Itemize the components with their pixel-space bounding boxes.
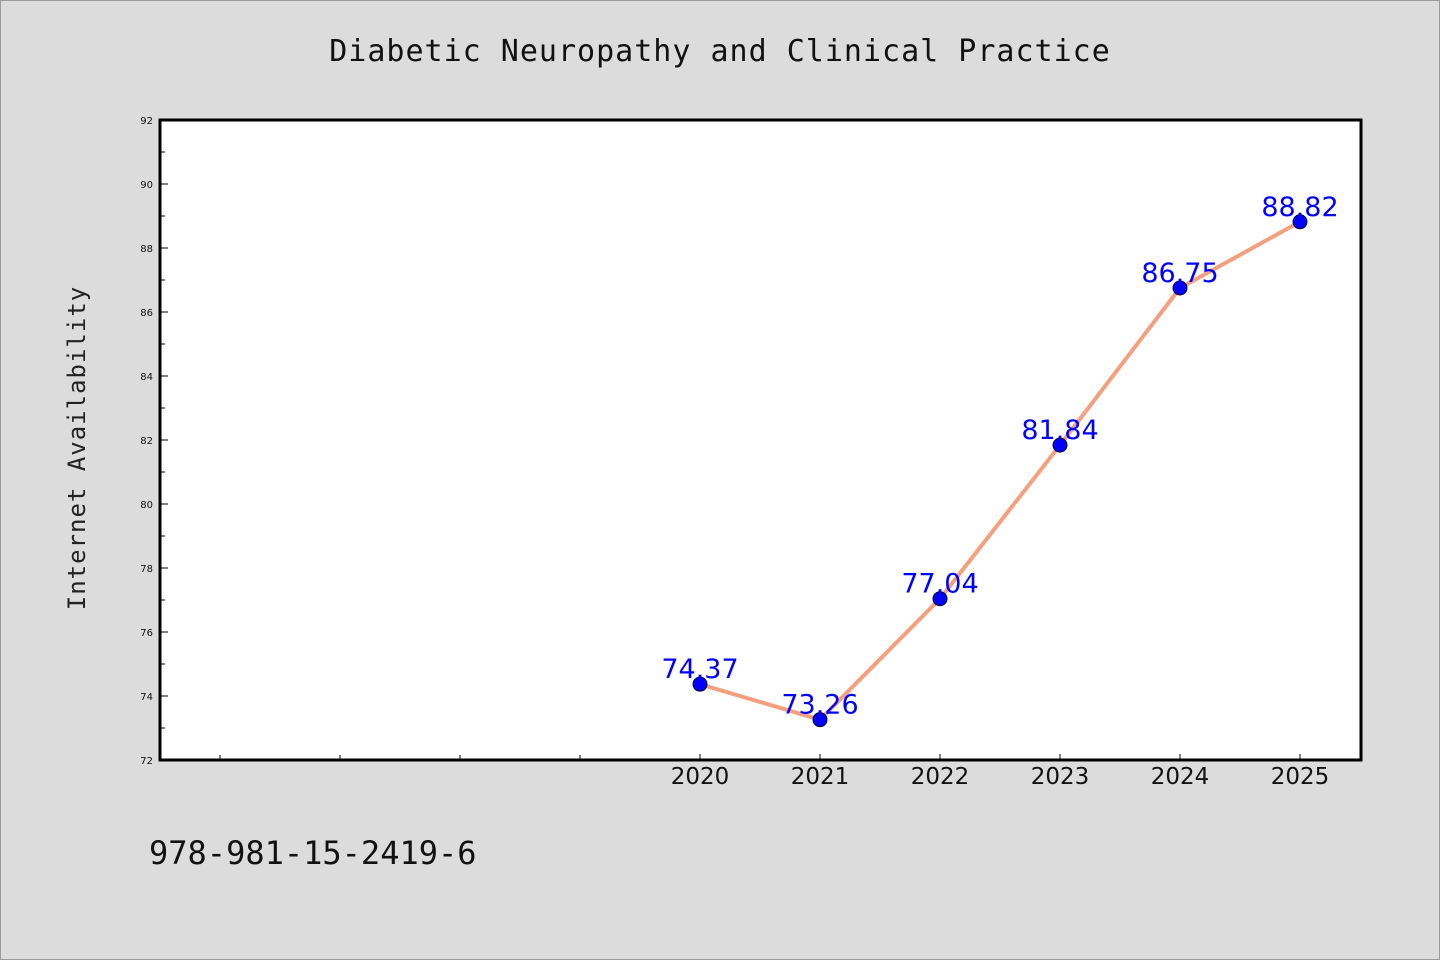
y-tick-label: 78 (140, 564, 153, 575)
data-label: 73.26 (781, 690, 858, 721)
y-tick-label: 74 (140, 692, 153, 703)
plot-area (158, 118, 1363, 762)
y-tick-label: 92 (140, 116, 153, 127)
data-label: 81.84 (1021, 415, 1098, 446)
y-tick-label: 72 (140, 756, 153, 767)
chart-title: Diabetic Neuropathy and Clinical Practic… (329, 34, 1111, 69)
y-tick-label: 86 (140, 308, 153, 319)
data-label: 77.04 (901, 569, 978, 600)
data-point (1172, 280, 1188, 296)
data-point (692, 676, 708, 692)
y-tick-label: 80 (140, 500, 153, 511)
data-labels-group: 74.37 73.26 77.04 81.84 86.75 88.82 (661, 192, 1338, 721)
x-tick-label: 2024 (1151, 764, 1210, 790)
y-tick-label: 76 (140, 628, 153, 639)
data-label: 74.37 (661, 654, 738, 685)
y-tick-label: 82 (140, 436, 153, 447)
x-tick-label: 2025 (1271, 764, 1330, 790)
y-axis-ticks: 72 74 76 78 80 82 84 86 88 90 92 (140, 116, 168, 767)
y-tick-label: 88 (140, 244, 153, 255)
x-tick-label: 2021 (791, 764, 850, 790)
series-line (699, 220, 1301, 722)
series-group (692, 214, 1308, 728)
data-point (1292, 214, 1308, 230)
data-point (1052, 437, 1068, 453)
data-label: 88.82 (1261, 192, 1338, 223)
x-tick-label: 2022 (911, 764, 970, 790)
x-axis-ticks: 2020 2021 2022 2023 2024 2025 (219, 754, 1330, 790)
y-tick-label: 84 (140, 372, 153, 383)
x-tick-label: 2020 (671, 764, 730, 790)
y-tick-label: 90 (140, 180, 153, 191)
isbn-text: 978-981-15-2419-6 (149, 834, 477, 872)
data-label: 86.75 (1141, 258, 1218, 289)
x-tick-label: 2023 (1031, 764, 1090, 790)
data-point (932, 591, 948, 607)
data-point (812, 712, 828, 728)
